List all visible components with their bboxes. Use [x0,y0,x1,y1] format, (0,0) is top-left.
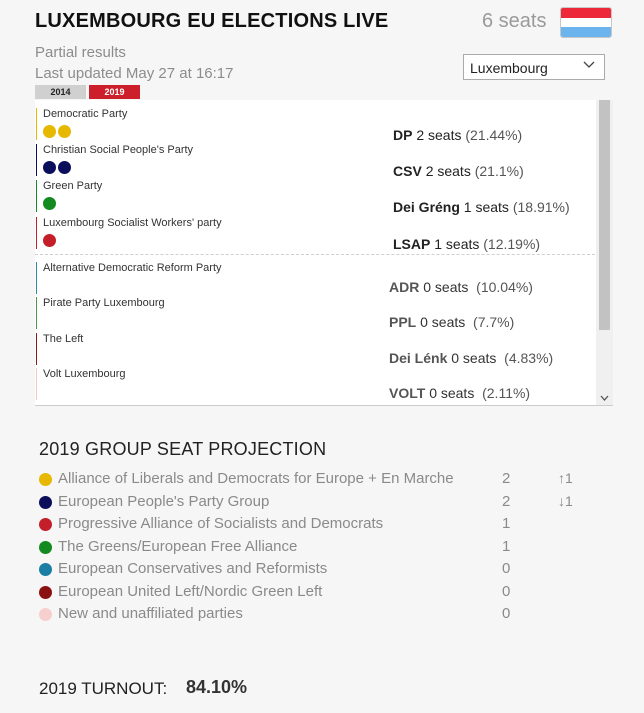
party-color-bar [36,333,37,365]
results-panel: Democratic Party DP 2 seats (21.44%) Chr… [35,100,613,406]
seat-dots [43,125,73,138]
group-seats: 2 [502,493,511,510]
party-name: Luxembourg Socialist Workers' party [43,217,222,229]
results-scrollbar[interactable] [596,100,613,405]
party-result: PPL 0 seats (7.7%) [389,314,515,330]
party-row: Luxembourg Socialist Workers' party LSAP… [35,217,595,252]
group-change: ↑1 [558,470,573,486]
party-name: Volt Luxembourg [43,368,126,380]
group-name: European People's Party Group [58,493,270,510]
seat-dot [43,234,56,247]
party-name: The Left [43,333,84,345]
party-name: Green Party [43,180,103,192]
party-row: Pirate Party Luxembourg PPL 0 seats (7.7… [35,297,595,330]
scroll-thumb[interactable] [599,100,610,330]
party-color-bar [36,144,37,176]
divider [35,254,595,255]
turnout-value: 84.10% [186,677,248,697]
group-row: Alliance of Liberals and Democrats for E… [39,470,579,490]
party-name: Pirate Party Luxembourg [43,297,165,309]
tab-2014[interactable]: 2014 [35,85,86,99]
group-name: Progressive Alliance of Socialists and D… [58,515,384,532]
party-row: Volt Luxembourg VOLT 0 seats (2.11%) [35,368,595,401]
partial-results-label: Partial results [35,44,126,61]
party-row: Christian Social People's Party CSV 2 se… [35,144,595,179]
party-name: Christian Social People's Party [43,144,194,156]
country-select[interactable]: Luxembourg [463,54,605,80]
group-seats: 1 [502,538,511,555]
seat-dot [58,125,71,138]
group-color-dot [39,496,52,509]
party-result: DP 2 seats (21.44%) [393,127,523,143]
group-name: European Conservatives and Reformists [58,560,328,577]
seat-dots [43,161,73,174]
group-name: European United Left/Nordic Green Left [58,583,323,600]
last-updated-label: Last updated May 27 at 16:17 [35,65,234,82]
tab-2019[interactable]: 2019 [89,85,140,99]
seat-dot [43,197,56,210]
seat-dots [43,197,58,210]
country-select-value: Luxembourg [470,60,548,76]
group-row: European People's Party Group 2 ↓1 [39,493,579,513]
party-result: CSV 2 seats (21.1%) [393,163,524,179]
seat-dot [43,161,56,174]
group-row: Progressive Alliance of Socialists and D… [39,515,579,535]
group-row: European Conservatives and Reformists 0 [39,560,579,580]
party-row: Alternative Democratic Reform Party ADR … [35,262,595,295]
group-color-dot [39,473,52,486]
party-result: Dei Gréng 1 seats (18.91%) [393,199,570,215]
party-color-bar [36,108,37,140]
page-title: LUXEMBOURG EU ELECTIONS LIVE [35,10,389,32]
party-name: Democratic Party [43,108,128,120]
party-name: Alternative Democratic Reform Party [43,262,222,274]
group-color-dot [39,518,52,531]
group-color-dot [39,586,52,599]
party-result: Dei Lénk 0 seats (4.83%) [389,350,554,366]
luxembourg-flag-icon [560,7,612,38]
group-color-dot [39,541,52,554]
group-color-dot [39,563,52,576]
projection-title: 2019 GROUP SEAT PROJECTION [39,439,327,459]
party-row: The Left Dei Lénk 0 seats (4.83%) [35,333,595,366]
group-seats: 1 [502,515,511,532]
group-row: New and unaffiliated parties 0 [39,605,579,625]
total-seats: 6 seats [482,10,547,32]
group-name: New and unaffiliated parties [58,605,243,622]
seat-dot [58,161,71,174]
party-row: Democratic Party DP 2 seats (21.44%) [35,108,595,143]
scroll-down-icon[interactable] [600,395,609,402]
group-name: Alliance of Liberals and Democrats for E… [58,470,454,487]
party-row: Green Party Dei Gréng 1 seats (18.91%) [35,180,595,215]
year-tabs: 2014 2019 [35,85,143,99]
group-name: The Greens/European Free Alliance [58,538,298,555]
turnout-label: 2019 TURNOUT: [39,679,168,698]
party-result: ADR 0 seats (10.04%) [389,279,533,295]
seat-dot [43,125,56,138]
group-seats: 2 [502,470,511,487]
group-seats: 0 [502,605,511,622]
group-row: The Greens/European Free Alliance 1 [39,538,579,558]
party-color-bar [36,368,37,400]
group-seats: 0 [502,560,511,577]
party-color-bar [36,297,37,329]
group-seats: 0 [502,583,511,600]
party-color-bar [36,217,37,249]
group-row: European United Left/Nordic Green Left 0 [39,583,579,603]
party-result: LSAP 1 seats (12.19%) [393,236,541,252]
party-color-bar [36,180,37,212]
party-result: VOLT 0 seats (2.11%) [389,385,531,401]
group-color-dot [39,608,52,621]
chevron-down-icon [583,61,595,68]
group-change: ↓1 [558,493,573,509]
seat-dots [43,234,58,247]
party-color-bar [36,262,37,294]
